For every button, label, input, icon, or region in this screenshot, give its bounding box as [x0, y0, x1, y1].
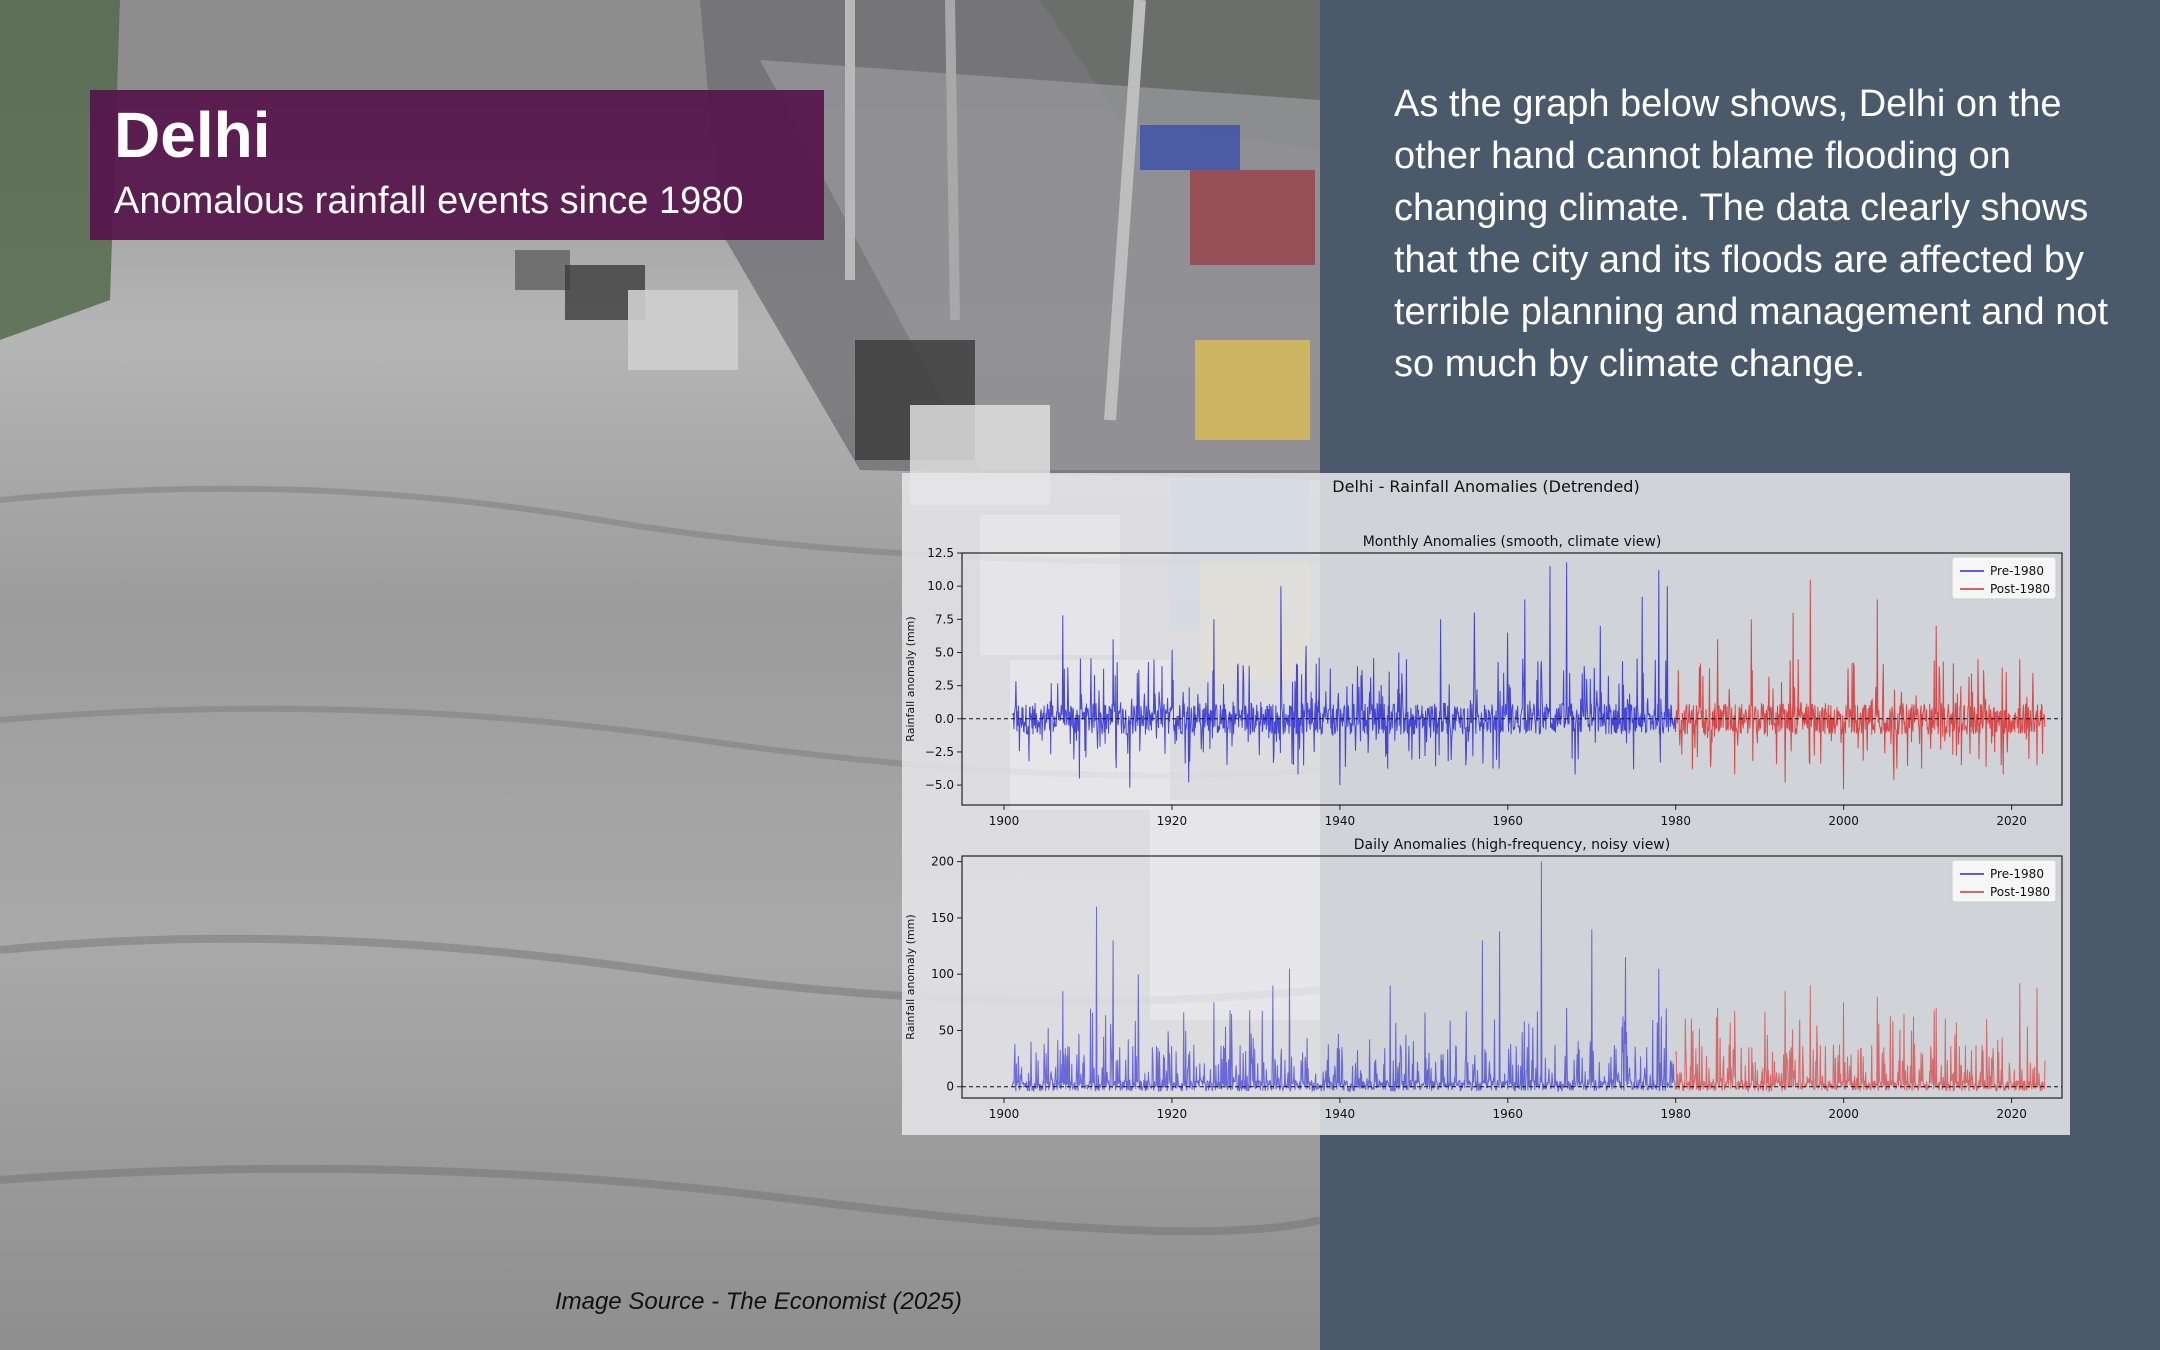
monthly-y-tick-label: 7.5 — [935, 612, 954, 626]
chart-canvas: Delhi - Rainfall Anomalies (Detrended) M… — [904, 477, 2063, 1121]
rainfall-anomalies-chart: Delhi - Rainfall Anomalies (Detrended) M… — [902, 473, 2070, 1135]
daily-y-tick-label: 0 — [946, 1080, 954, 1094]
monthly-legend-label-pre-1980: Pre-1980 — [1990, 564, 2044, 578]
monthly-y-tick-label: −2.5 — [925, 745, 954, 759]
daily-x-tick-label: 1980 — [1660, 1107, 1691, 1121]
daily-y-tick-label: 100 — [931, 967, 954, 981]
monthly-series-post-1980-line — [1675, 579, 2046, 790]
monthly-x-tick-label: 1980 — [1660, 814, 1691, 828]
daily-x-tick-label: 1920 — [1157, 1107, 1188, 1121]
monthly-panel-title: Monthly Anomalies (smooth, climate view) — [1363, 534, 1662, 550]
monthly-x-tick-label: 1940 — [1325, 814, 1356, 828]
monthly-y-tick-label: 10.0 — [927, 579, 954, 593]
monthly-anomalies-panel: Monthly Anomalies (smooth, climate view)… — [904, 534, 2063, 828]
daily-y-tick-label: 150 — [931, 911, 954, 925]
monthly-x-tick-label: 1900 — [989, 814, 1020, 828]
daily-panel-title: Daily Anomalies (high-frequency, noisy v… — [1354, 837, 1670, 853]
monthly-axes-frame — [961, 552, 2063, 806]
daily-anomalies-panel: Daily Anomalies (high-frequency, noisy v… — [904, 837, 2063, 1121]
daily-x-tick-label: 2020 — [1996, 1107, 2027, 1121]
image-source-credit: Image Source - The Economist (2025) — [555, 1288, 962, 1315]
monthly-y-tick-label: 2.5 — [935, 679, 954, 693]
daily-y-tick-label: 50 — [939, 1023, 954, 1037]
monthly-legend-label-post-1980: Post-1980 — [1990, 582, 2050, 596]
monthly-y-tick-label: 5.0 — [935, 645, 954, 659]
monthly-x-tick-label: 1960 — [1493, 814, 1524, 828]
daily-x-tick-label: 1940 — [1325, 1107, 1356, 1121]
page-title: Delhi — [114, 99, 271, 171]
page-subtitle: Anomalous rainfall events since 1980 — [114, 180, 744, 222]
daily-y-tick-label: 200 — [931, 855, 954, 869]
monthly-y-axis-label: Rainfall anomaly (mm) — [904, 616, 917, 741]
explanation-text: As the graph below shows, Delhi on the o… — [1394, 83, 2109, 385]
monthly-x-tick-label: 2000 — [1828, 814, 1859, 828]
daily-x-tick-label: 1900 — [989, 1107, 1020, 1121]
daily-series-pre-1980-line — [1011, 861, 1676, 1093]
daily-x-tick-label: 1960 — [1493, 1107, 1524, 1121]
monthly-y-tick-label: 12.5 — [927, 546, 954, 560]
daily-x-tick-label: 2000 — [1828, 1107, 1859, 1121]
daily-legend-label-post-1980: Post-1980 — [1990, 885, 2050, 899]
monthly-x-tick-label: 1920 — [1157, 814, 1188, 828]
daily-axes-frame — [961, 855, 2063, 1099]
chart-suptitle: Delhi - Rainfall Anomalies (Detrended) — [1332, 477, 1639, 496]
monthly-series-pre-1980-line — [1011, 562, 1676, 788]
daily-legend-label-pre-1980: Pre-1980 — [1990, 867, 2044, 881]
monthly-y-tick-label: 0.0 — [935, 712, 954, 726]
monthly-y-tick-label: −5.0 — [925, 778, 954, 792]
daily-series-post-1980-line — [1675, 983, 2046, 1093]
title-banner: Delhi Anomalous rainfall events since 19… — [90, 90, 824, 240]
daily-y-axis-label: Rainfall anomaly (mm) — [904, 914, 917, 1039]
monthly-x-tick-label: 2020 — [1996, 814, 2027, 828]
